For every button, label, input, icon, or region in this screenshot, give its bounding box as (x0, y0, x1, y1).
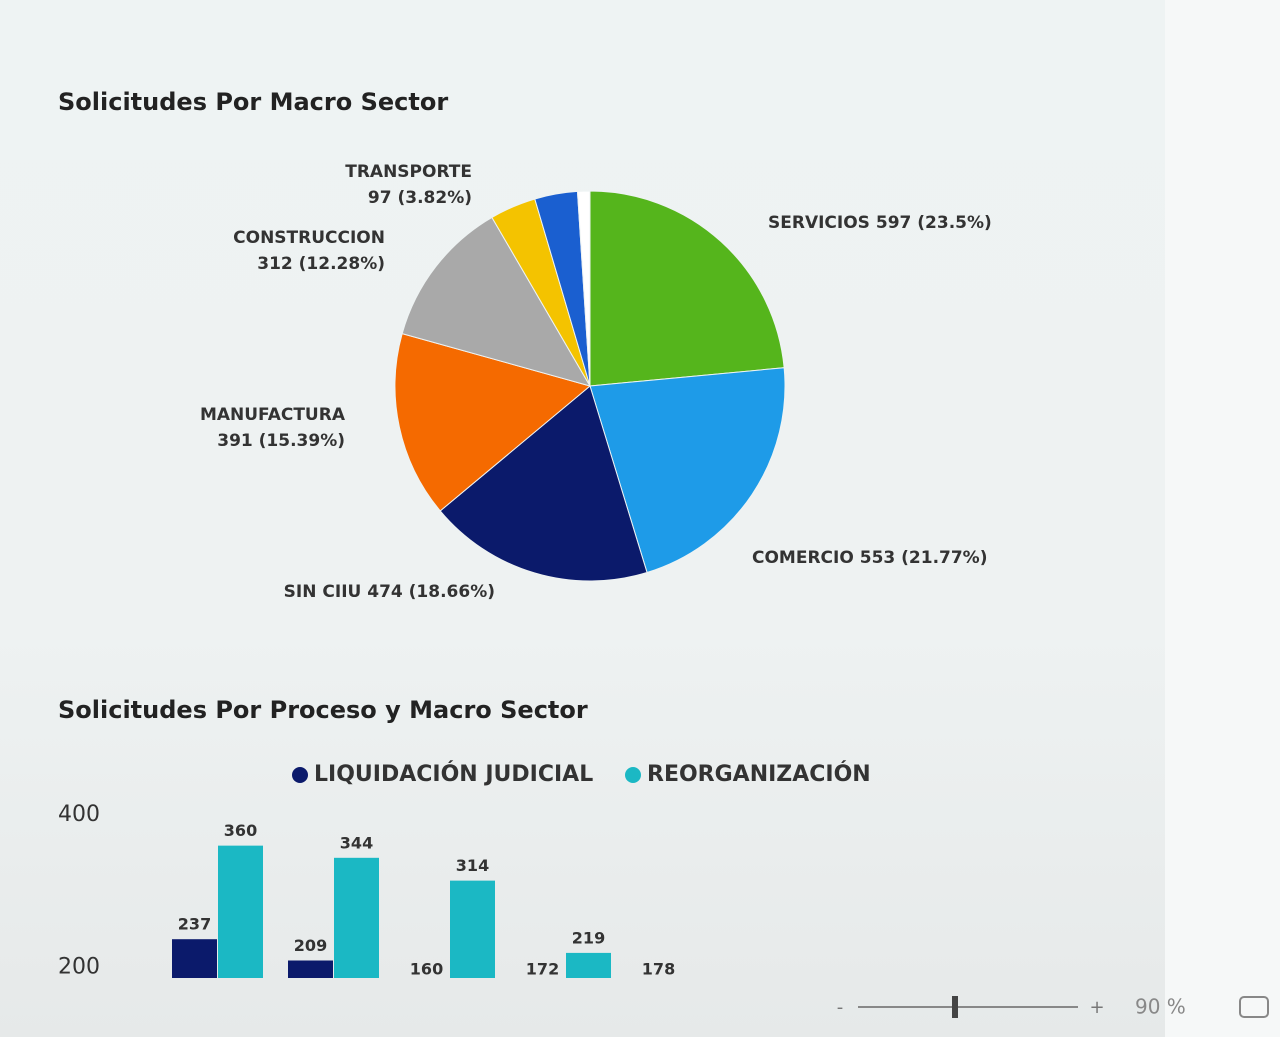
zoom-in[interactable]: + (1089, 997, 1104, 1018)
y-tick-label: 400 (58, 802, 100, 827)
slice-value: 391 (15.39%) (217, 431, 345, 451)
slice-label: SERVICIOS 597 (23.5%) (768, 213, 992, 233)
slice-value: 312 (12.28%) (257, 254, 385, 274)
bar-value-label: 237 (178, 915, 211, 934)
bar (218, 845, 263, 978)
slice-value: 553 (21.77%) (860, 548, 988, 568)
plot-area (172, 845, 611, 978)
slice-category: SIN CIIU (284, 582, 362, 602)
zoom-level: 90 % (1135, 995, 1186, 1019)
bar (450, 880, 495, 978)
bar (334, 857, 379, 978)
slice-category: TRANSPORTE (345, 162, 472, 182)
slice-category: SERVICIOS (768, 213, 870, 233)
bar-value-label: 160 (410, 960, 443, 979)
pie-slice (394, 332, 592, 512)
bar-value-label: 172 (526, 960, 559, 979)
bar-chart: 200 400 LIQUIDACIÓN JUDICIAL REORGANIZACIÓN… (58, 761, 871, 979)
bar-title: Solicitudes Por Proceso y Macro Sector (58, 696, 588, 724)
bar (566, 952, 611, 978)
bar-value-label: 314 (456, 856, 489, 875)
bar (172, 939, 217, 978)
bar-value-label: 178 (642, 960, 675, 979)
fit-page[interactable] (1239, 996, 1269, 1018)
pie-slice (589, 367, 786, 574)
slice-category: MANUFACTURA (200, 405, 346, 425)
bar-value-label: 209 (294, 936, 327, 955)
slice-label: COMERCIO 553 (21.77%) (752, 548, 987, 568)
slice-value: 97 (3.82%) (368, 188, 472, 208)
pie-slice (439, 385, 648, 582)
pie-chart: SERVICIOS 597 (23.5%) COMERCIO 553 (21.77… (200, 162, 992, 602)
zoom-out[interactable]: - (837, 997, 844, 1018)
slice-value: 474 (18.66%) (367, 582, 495, 602)
legend-marker (625, 767, 641, 783)
pie-slice (589, 190, 785, 387)
side-panel (1165, 0, 1280, 1037)
slice-label: SIN CIIU 474 (18.66%) (284, 582, 495, 602)
legend-marker (292, 767, 308, 783)
pie-slice (401, 216, 592, 387)
bar-value-label: 219 (572, 928, 605, 947)
slice-category: CONSTRUCCION (233, 228, 385, 248)
y-tick-label: 200 (58, 954, 100, 979)
pie-slice (576, 190, 591, 387)
bar (288, 960, 333, 978)
zoom-control: - + 90 % (837, 995, 1269, 1019)
pie-title: Solicitudes Por Macro Sector (58, 88, 448, 116)
slice-value: 597 (23.5%) (876, 213, 992, 233)
slice-category: COMERCIO (752, 548, 854, 568)
bar-value-label: 344 (340, 833, 373, 852)
legend-label: REORGANIZACIÓN (647, 761, 871, 787)
zoom-thumb[interactable] (952, 996, 958, 1018)
bar-value-label: 360 (224, 821, 257, 840)
legend-label: LIQUIDACIÓN JUDICIAL (314, 761, 593, 787)
